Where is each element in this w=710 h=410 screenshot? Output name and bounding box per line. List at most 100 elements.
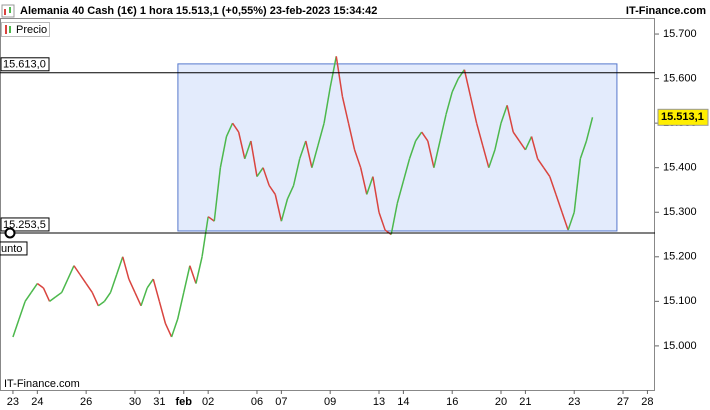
price-segment	[73, 265, 81, 276]
price-segment	[396, 180, 405, 204]
price-segment	[42, 287, 51, 302]
price-segment	[481, 145, 490, 168]
price-segment	[463, 69, 472, 97]
price-segment	[384, 229, 392, 236]
price-segment	[213, 167, 222, 222]
price-segment	[158, 301, 167, 324]
menu-icon[interactable]	[1, 4, 15, 18]
price-segment	[579, 140, 588, 160]
price-segment	[67, 265, 75, 280]
price-segment	[274, 194, 283, 222]
x-tick-label: 07	[275, 396, 287, 408]
price-segment	[573, 158, 582, 213]
price-segment	[353, 149, 362, 168]
price-segment	[24, 292, 32, 302]
last-price-label: 15.513,1	[661, 111, 704, 123]
price-segment	[402, 158, 411, 182]
level-label: 15.613,0	[3, 59, 46, 71]
price-segment	[176, 292, 185, 320]
x-tick-label: 13	[373, 396, 385, 408]
price-segment	[475, 122, 484, 146]
price-segment	[488, 149, 496, 168]
legend-label: Precio	[16, 24, 47, 36]
price-segment	[103, 292, 112, 302]
price-segment	[359, 167, 368, 195]
price-segment	[128, 278, 136, 293]
price-segment	[549, 176, 557, 195]
price-segment	[292, 158, 301, 186]
x-tick-label: 23	[568, 396, 580, 408]
y-tick-label: 15.400	[663, 162, 697, 174]
price-segment	[561, 211, 569, 231]
price-segment	[378, 211, 386, 231]
brand: IT-Finance.com	[626, 5, 706, 17]
price-segment	[18, 301, 26, 320]
price-segment	[61, 278, 69, 293]
price-segment	[85, 283, 93, 293]
price-segment	[512, 131, 520, 142]
x-tick-label: 14	[397, 396, 409, 408]
price-segment	[268, 185, 276, 195]
last-price-box	[657, 108, 709, 126]
price-segment	[140, 287, 148, 307]
price-segment	[347, 122, 356, 151]
y-tick-label: 15.100	[663, 295, 697, 307]
price-segment	[408, 140, 417, 160]
x-tick-label: 21	[519, 396, 531, 408]
price-segment	[305, 140, 313, 168]
x-tick-label: 31	[153, 396, 165, 408]
price-segment	[427, 140, 435, 168]
side-label: unto	[1, 243, 22, 255]
price-segment	[494, 122, 502, 151]
x-tick-label: 16	[446, 396, 458, 408]
legend-box	[1, 22, 50, 37]
price-segment	[115, 256, 124, 275]
price-segment	[122, 256, 130, 280]
price-segment	[244, 140, 252, 160]
price-segment	[195, 256, 203, 284]
price-segment	[91, 292, 100, 307]
price-segment	[134, 292, 142, 307]
price-segment	[262, 167, 270, 186]
price-segment	[183, 265, 191, 293]
price-segment	[524, 136, 533, 151]
x-tick-label: 24	[31, 396, 43, 408]
price-segment	[250, 140, 258, 177]
x-tick-label: 28	[641, 396, 653, 408]
price-segment	[433, 140, 441, 168]
price-segment	[506, 105, 514, 133]
side-label-box	[0, 241, 28, 256]
x-tick-label: 27	[617, 396, 629, 408]
x-tick-label: 23	[7, 396, 19, 408]
price-segment	[335, 56, 344, 97]
price-segment	[298, 140, 307, 160]
x-tick-label: 20	[495, 396, 507, 408]
price-segment	[518, 140, 527, 151]
x-tick-label: 26	[80, 396, 92, 408]
y-tick-label: 15.300	[663, 206, 697, 218]
price-segment	[341, 96, 350, 124]
price-segment	[237, 131, 246, 159]
price-segment	[256, 167, 264, 178]
price-segment	[439, 114, 447, 142]
price-segment	[390, 203, 399, 235]
y-tick-label: 15.000	[663, 340, 697, 352]
price-segment	[12, 318, 20, 338]
price-segment	[280, 198, 289, 222]
price-segment	[286, 185, 295, 200]
price-segment	[317, 122, 325, 146]
price-segment	[451, 78, 459, 93]
plot-frame	[0, 18, 655, 391]
price-segment	[97, 300, 105, 307]
price-segment	[201, 216, 209, 257]
x-tick-label: feb	[176, 396, 193, 408]
price-segment	[30, 283, 38, 293]
price-segment	[109, 274, 118, 293]
level-label-box	[0, 57, 50, 72]
price-segment	[36, 282, 44, 289]
price-segment	[146, 278, 154, 289]
x-tick-label: 30	[129, 396, 141, 408]
price-segment	[366, 176, 374, 195]
handle[interactable]	[4, 227, 16, 239]
